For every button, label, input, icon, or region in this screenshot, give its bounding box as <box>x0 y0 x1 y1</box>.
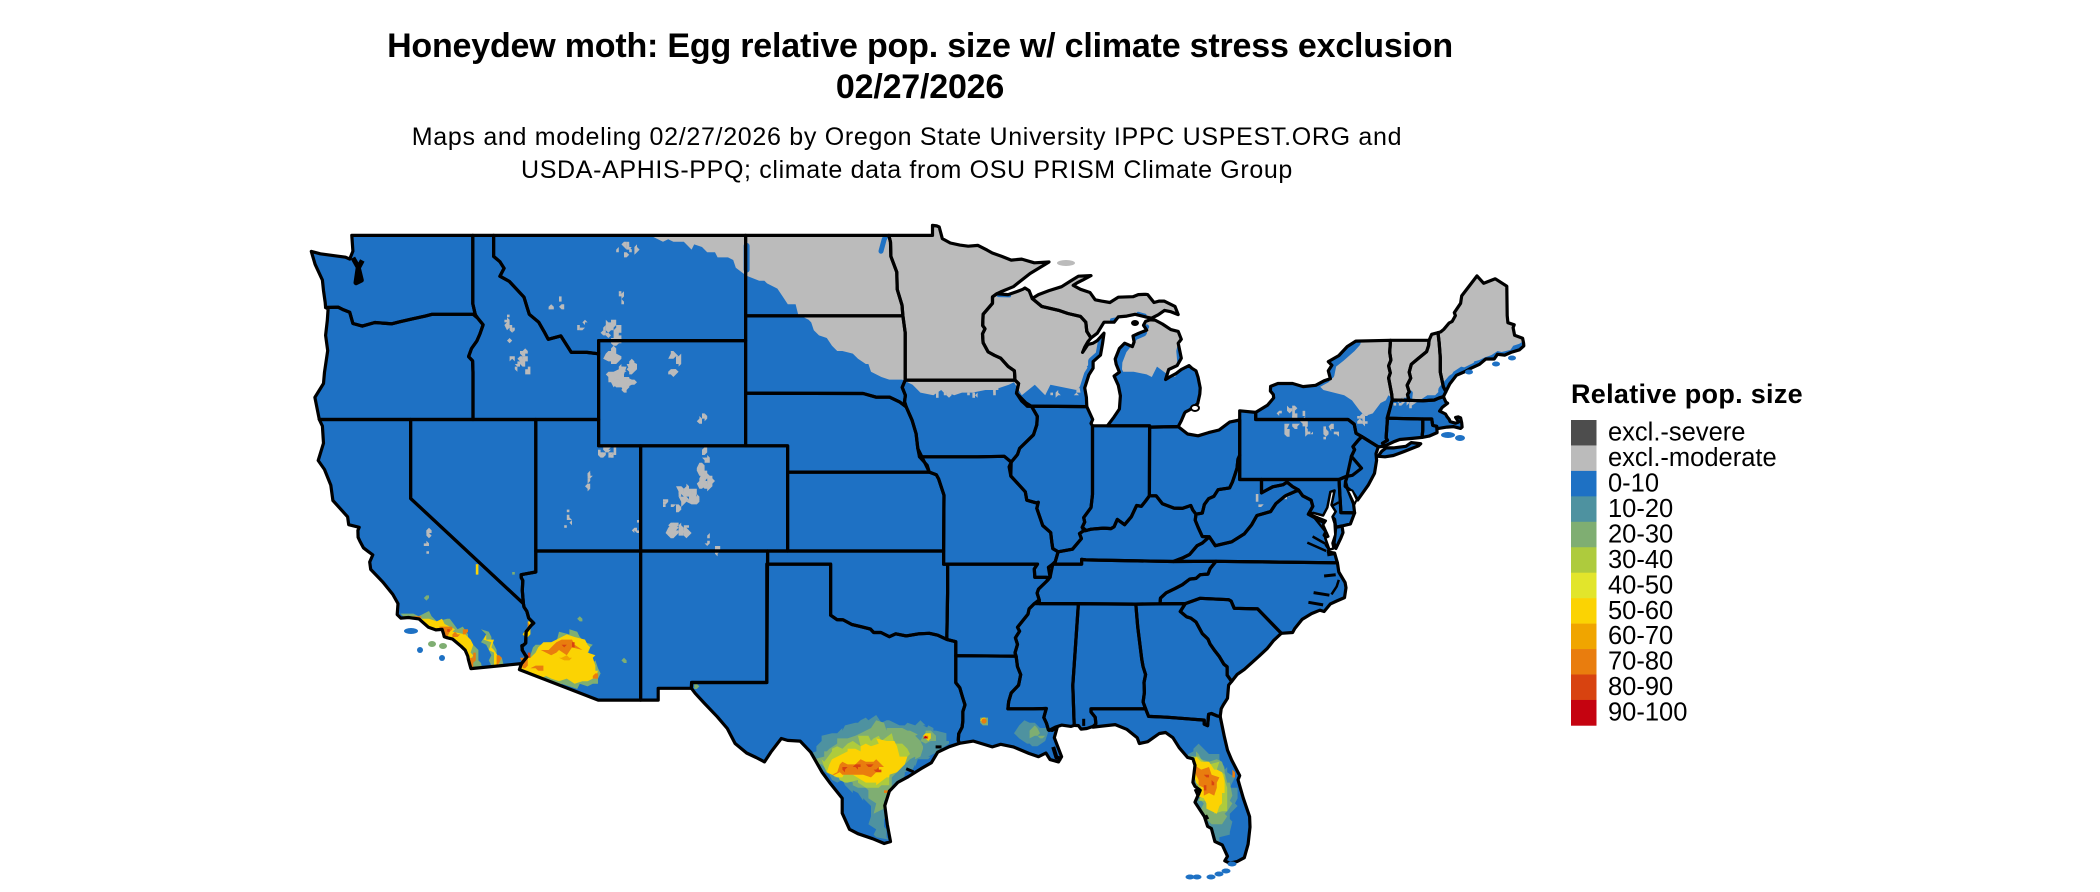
svg-text:50-60: 50-60 <box>1608 597 1673 625</box>
svg-text:excl.-severe: excl.-severe <box>1608 419 1745 447</box>
svg-text:10-20: 10-20 <box>1608 495 1673 523</box>
svg-text:Relative pop. size: Relative pop. size <box>1571 379 1803 409</box>
svg-text:30-40: 30-40 <box>1608 546 1673 574</box>
svg-text:60-70: 60-70 <box>1608 622 1673 650</box>
svg-text:70-80: 70-80 <box>1608 648 1673 676</box>
svg-text:0-10: 0-10 <box>1608 470 1659 498</box>
svg-text:Honeydew moth: Egg relative po: Honeydew moth: Egg relative pop. size w/… <box>387 27 1453 65</box>
svg-text:40-50: 40-50 <box>1608 571 1673 599</box>
svg-text:20-30: 20-30 <box>1608 520 1673 548</box>
svg-text:USDA-APHIS-PPQ; climate data f: USDA-APHIS-PPQ; climate data from OSU PR… <box>521 156 1293 184</box>
svg-text:Maps and modeling 02/27/2026 b: Maps and modeling 02/27/2026 by Oregon S… <box>412 123 1403 151</box>
svg-text:excl.-moderate: excl.-moderate <box>1608 444 1777 472</box>
svg-text:80-90: 80-90 <box>1608 673 1673 701</box>
svg-text:02/27/2026: 02/27/2026 <box>836 68 1004 106</box>
svg-text:90-100: 90-100 <box>1608 699 1687 727</box>
